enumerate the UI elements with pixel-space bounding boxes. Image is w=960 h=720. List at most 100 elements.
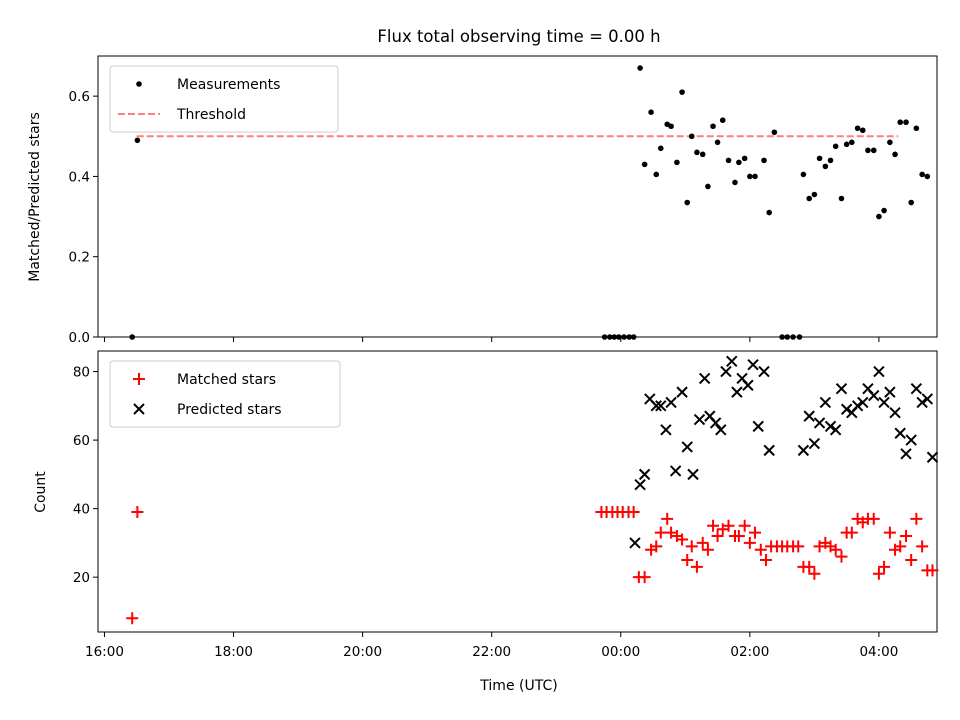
measurement-point	[653, 171, 660, 178]
matched-point	[894, 540, 907, 553]
predicted-point	[835, 382, 848, 395]
y-tick-label: 0.6	[69, 89, 90, 105]
measurement-point	[838, 195, 845, 202]
predicted-point	[808, 437, 821, 450]
predicted-point	[851, 400, 864, 412]
matched-point	[878, 560, 891, 573]
matched-point	[883, 526, 896, 539]
count-legend: Matched stars Predicted stars	[109, 360, 341, 428]
measurement-point	[648, 109, 654, 115]
predicted-point	[660, 424, 672, 436]
predicted-point	[921, 393, 934, 405]
predicted-point	[840, 403, 853, 415]
measurement-point	[719, 117, 726, 124]
count-points	[126, 355, 939, 625]
x-tick-label: 02:00	[730, 644, 769, 660]
matched-point	[926, 564, 939, 577]
measurement-point	[747, 173, 753, 180]
measurement-point	[129, 334, 136, 340]
matched-point	[638, 571, 651, 584]
matched-point	[845, 526, 858, 539]
predicted-point	[634, 478, 646, 491]
measurement-point	[637, 65, 643, 71]
predicted-point	[752, 420, 764, 433]
measurement-point	[784, 334, 791, 340]
predicted-point	[878, 396, 890, 409]
legend-matched-marker	[133, 373, 145, 385]
matched-point	[707, 519, 720, 532]
measurement-point	[919, 171, 925, 178]
predicted-point	[763, 444, 775, 457]
predicted-point	[742, 379, 754, 391]
measurement-point	[688, 133, 695, 140]
measurement-point	[679, 89, 685, 95]
measurement-point	[859, 127, 866, 134]
predicted-point	[629, 537, 641, 549]
measurement-point	[811, 191, 818, 198]
matched-point	[701, 543, 714, 556]
matched-point	[732, 530, 745, 543]
measurement-point	[630, 334, 637, 340]
measurement-point	[908, 199, 914, 206]
matched-point	[905, 554, 918, 567]
predicted-point	[731, 386, 743, 398]
measurement-point	[699, 151, 706, 158]
matched-point	[131, 506, 144, 519]
predicted-point	[910, 382, 923, 395]
ratio-x-axis	[103, 337, 880, 342]
ratio-panel: 0.0 0.2 0.4 0.6 Matched/Predicted stars Mea…	[27, 55, 938, 346]
measurement-point	[616, 334, 622, 340]
predicted-point	[889, 406, 901, 419]
measurement-point	[705, 183, 711, 190]
matched-point	[759, 554, 772, 567]
predicted-point	[720, 365, 732, 378]
count-panel: 20 40 60 80 16:00 18:00 20:00 22:00 00:00 02:00 0…	[33, 350, 939, 694]
measurement-point	[924, 173, 931, 180]
measurement-point	[779, 334, 785, 340]
predicted-point	[687, 468, 699, 481]
measurement-point	[865, 147, 871, 154]
matched-point	[743, 536, 756, 549]
matched-point	[711, 530, 724, 543]
predicted-point	[829, 424, 842, 436]
legend-threshold-label: Threshold	[176, 107, 246, 123]
ratio-y-axis-label: Matched/Predicted stars	[27, 112, 43, 282]
matched-point	[910, 512, 923, 525]
measurement-point	[766, 209, 772, 216]
x-axis-label: Time (UTC)	[479, 678, 557, 694]
predicted-point	[900, 448, 912, 460]
count-x-axis: 16:00 18:00 20:00 22:00 00:00 02:00 04:00	[85, 632, 898, 660]
measurement-point	[843, 141, 850, 148]
predicted-point	[650, 400, 662, 412]
predicted-point	[857, 396, 869, 409]
predicted-point	[655, 400, 667, 412]
y-tick-label: 80	[73, 365, 90, 381]
predicted-point	[726, 355, 738, 367]
matched-point	[872, 567, 885, 580]
matched-point	[685, 540, 698, 553]
measurement-point	[761, 157, 767, 164]
ratio-y-axis: 0.0 0.2 0.4 0.6	[69, 89, 98, 346]
predicted-point	[676, 386, 688, 398]
measurement-point	[854, 125, 861, 132]
predicted-point	[797, 444, 810, 457]
measurement-point	[606, 334, 613, 340]
matched-point	[654, 526, 667, 539]
y-tick-label: 60	[73, 433, 90, 449]
matched-point	[126, 612, 139, 625]
matched-point	[738, 519, 751, 532]
matched-point	[916, 540, 929, 553]
measurement-point	[657, 145, 664, 152]
measurement-point	[796, 334, 803, 340]
predicted-point	[884, 386, 896, 398]
predicted-point	[868, 389, 880, 402]
predicted-point	[894, 427, 906, 439]
measurement-point	[897, 119, 904, 126]
matched-point	[696, 536, 709, 549]
matched-point	[867, 512, 880, 525]
measurement-point	[876, 213, 882, 220]
matched-point	[829, 543, 842, 556]
matched-point	[690, 560, 703, 573]
predicted-point	[758, 365, 770, 378]
